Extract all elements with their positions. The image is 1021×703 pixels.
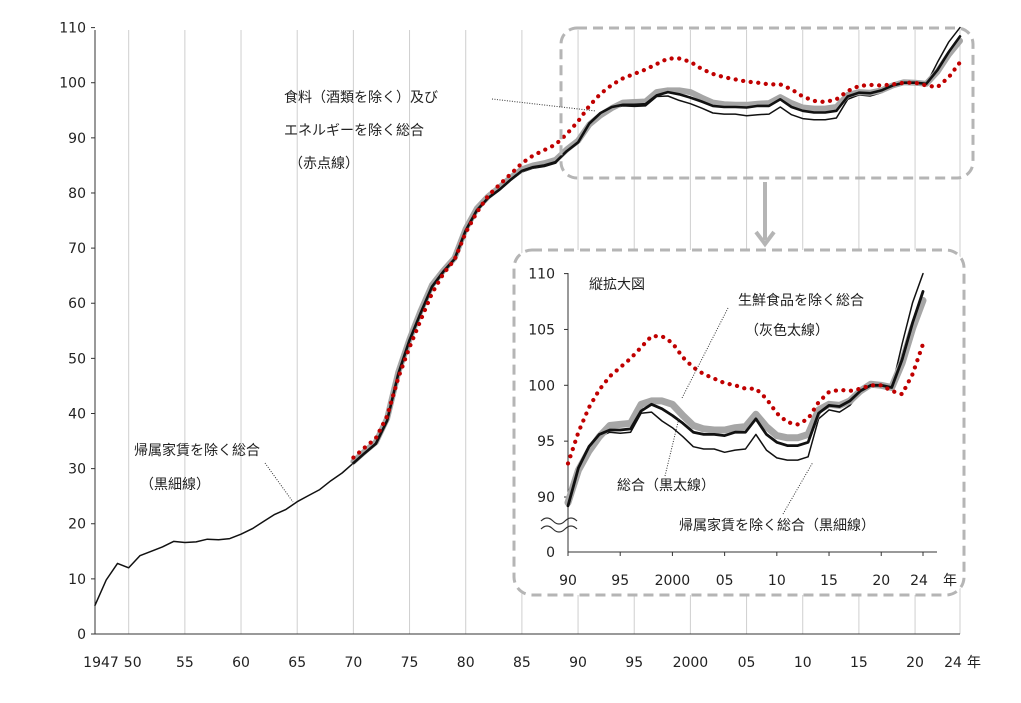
main-x-tick-labels: 1947 50 55 60 65 70 75 80 85 90 95 2000 05 10 15 20 24: [83, 655, 962, 671]
main-x-tick-label: 75: [401, 655, 419, 671]
main-x-tick-label: 70: [344, 655, 362, 671]
inset-x-tick-labels: 90 95 2000 05 10 15 20 24: [559, 552, 928, 589]
inset-x-tick-label: 05: [716, 573, 734, 589]
main-x-tick-label: 80: [457, 655, 475, 671]
inset-annotation-fresh: 生鮮食品を除く総合 （灰色太線）: [681, 292, 864, 399]
main-y-tick-label: 50: [68, 351, 86, 367]
main-series-group: [94, 26, 963, 607]
inset-y-tick-label: 95: [537, 434, 555, 450]
main-y-tick-label: 70: [68, 241, 86, 257]
annotation-rent-excl-line-2: （黒細線）: [140, 477, 210, 493]
inset-x-tick-label: 20: [872, 573, 890, 589]
main-y-tick-labels: 0 10 20 30 40 50 60 70 80 90 100 110: [59, 21, 95, 643]
inset-y-tick-label: 100: [528, 378, 555, 394]
annotation-rent-excl-line-1: 帰属家賃を除く総合: [134, 442, 260, 459]
inset-y-tick-label: 0: [546, 545, 555, 561]
main-y-tick-label: 110: [59, 21, 86, 37]
annotation-rent-excl: 帰属家賃を除く総合 （黒細線）: [134, 442, 294, 503]
annotation-food-energy-line-1: 食料（酒類を除く）及び: [284, 89, 438, 106]
inset-annotation-fresh-line-2: （灰色太線）: [745, 322, 829, 339]
annotation-food-energy-leader: [491, 98, 597, 112]
axis-break-mark: [540, 517, 578, 533]
main-x-tick-label: 90: [569, 655, 587, 671]
main-y-tick-label: 0: [77, 627, 86, 643]
main-axes: [94, 30, 960, 635]
main-x-tick-label: 15: [850, 655, 868, 671]
main-x-tick-label: 2000: [673, 655, 709, 671]
main-x-tick-label: 95: [625, 655, 643, 671]
annotation-rent-excl-leader: [264, 462, 294, 503]
zoom-region-box: [559, 26, 975, 180]
inset-annotation-total-text: 総合（黒太線）: [617, 478, 715, 494]
main-x-tick-label: 50: [124, 655, 142, 671]
inset-x-tick-label: 95: [611, 573, 629, 589]
inset-x-tick-label: 24: [910, 573, 928, 589]
main-y-tick-label: 30: [68, 462, 86, 478]
main-y-tick-label: 60: [68, 296, 86, 312]
inset-series-group: [564, 272, 927, 508]
inset-x-tick-label: 15: [820, 573, 838, 589]
inset-x-axis-unit: 年: [943, 573, 957, 589]
main-x-tick-label: 05: [738, 655, 756, 671]
main-y-tick-label: 90: [68, 131, 86, 147]
inset-annotation-rent-text: 帰属家賃を除く総合（黒細線）: [679, 517, 875, 534]
main-series-line-food_energy_excl: [351, 56, 963, 460]
inset-y-tick-labels: 0 90 95 100 105 110: [528, 267, 568, 561]
inset-frame: [512, 248, 966, 597]
main-y-tick-label: 80: [68, 186, 86, 202]
inset-y-tick-label: 110: [528, 267, 555, 283]
main-x-tick-label: 1947: [83, 655, 119, 671]
inset-annotation-fresh-leader: [681, 307, 729, 399]
inset-title: 縦拡大図: [589, 277, 645, 293]
main-x-tick-label: 55: [176, 655, 194, 671]
annotation-food-energy-line-3: （赤点線）: [289, 156, 359, 172]
main-y-tick-label: 10: [68, 572, 86, 588]
inset-series-line-total: [566, 290, 925, 508]
inset-annotation-fresh-line-1: 生鮮食品を除く総合: [738, 292, 864, 309]
inset-x-tick-label: 2000: [655, 573, 691, 589]
main-x-tick-label: 20: [906, 655, 924, 671]
main-x-tick-label: 85: [513, 655, 531, 671]
main-x-tick-label: 10: [794, 655, 812, 671]
main-x-axis-unit: 年: [967, 655, 981, 671]
inset-series-line-food_energy_excl: [565, 334, 926, 466]
main-y-tick-label: 40: [68, 406, 86, 422]
annotation-food-energy-line-2: エネルギーを除く総合: [284, 123, 424, 139]
main-y-tick-label: 100: [59, 76, 86, 92]
inset-annotation-rent: 帰属家賃を除く総合（黒細線）: [679, 461, 875, 534]
inset-annotation-total: 総合（黒太線）: [617, 417, 715, 494]
inset-annotation-rent-leader: [782, 461, 814, 515]
main-y-tick-label: 20: [68, 517, 86, 533]
main-x-tick-label: 24: [944, 655, 962, 671]
main-x-tick-label: 60: [232, 655, 250, 671]
inset-x-tick-label: 90: [559, 573, 577, 589]
zoom-arrow: [754, 182, 776, 248]
main-x-tick-label: 65: [288, 655, 306, 671]
inset-x-tick-label: 10: [768, 573, 786, 589]
inset-y-tick-label: 105: [528, 322, 555, 338]
inset-y-tick-label: 90: [537, 490, 555, 506]
annotation-food-energy: 食料（酒類を除く）及び エネルギーを除く総合 （赤点線）: [284, 89, 597, 172]
